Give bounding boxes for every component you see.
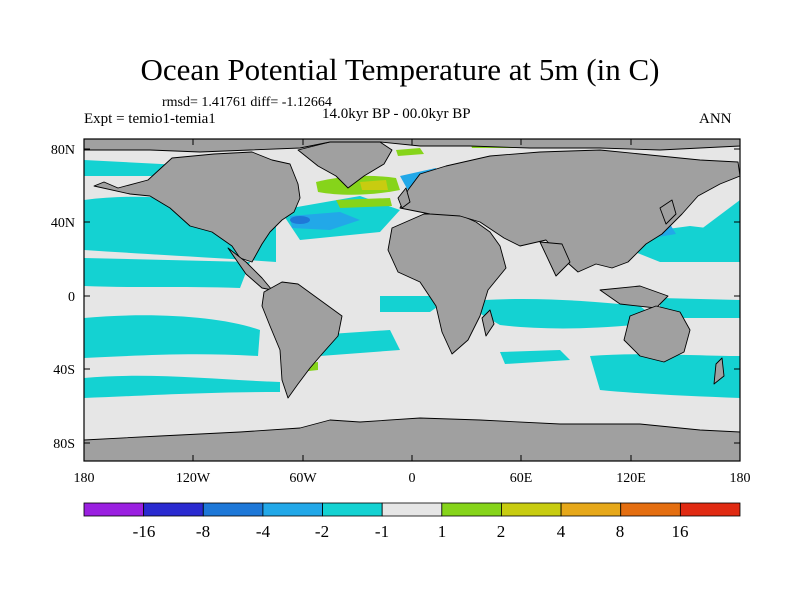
tick-marks [84, 139, 740, 461]
colorbar-label: -16 [133, 522, 156, 541]
southeast-asia-islands [599, 285, 669, 309]
period-label: 14.0kyr BP - 00.0kyr BP [322, 106, 471, 122]
colorbar-label: 16 [672, 522, 689, 541]
lon-tick-label: 120E [616, 471, 646, 486]
colorbar-label: 4 [557, 522, 566, 541]
experiment-label: Expt = temio1-temia1 [84, 111, 216, 127]
colorbar-label: -8 [196, 522, 210, 541]
lat-tick-label: 80S [53, 437, 75, 452]
colorbar-label: 2 [497, 522, 506, 541]
india [539, 241, 571, 277]
colorbar-swatch [381, 502, 443, 517]
uk-isles [397, 187, 411, 209]
north-america [93, 151, 301, 263]
lon-tick-label: 180 [74, 471, 95, 486]
season-label: ANN [699, 111, 732, 127]
colorbar-label: -4 [256, 522, 271, 541]
lat-tick-label: 40N [51, 216, 75, 231]
colorbar-swatch [202, 502, 264, 517]
lon-tick-label: 120W [176, 471, 211, 486]
antarctica [84, 417, 740, 461]
japan [659, 199, 677, 225]
colorbar-swatch [143, 502, 204, 517]
lon-tick-label: 180 [730, 471, 751, 486]
colorbar-label: -2 [315, 522, 329, 541]
colorbar-label: 1 [438, 522, 447, 541]
lat-tick-label: 80N [51, 143, 75, 158]
lon-tick-label: 0 [409, 471, 416, 486]
colorbar-swatch [501, 502, 562, 517]
colorbar-swatch [620, 502, 681, 517]
south-america [261, 281, 343, 399]
arctic-land [84, 139, 740, 153]
plot-title: Ocean Potential Temperature at 5m (in C) [140, 52, 660, 87]
colorbar-label: 8 [616, 522, 625, 541]
colorbar-swatch [560, 502, 622, 517]
lon-tick-label: 60E [510, 471, 533, 486]
madagascar [481, 309, 495, 337]
map-field [84, 139, 740, 461]
colorbar-label: -1 [375, 522, 389, 541]
colorbar-swatch [679, 502, 741, 517]
lon-tick-label: 60W [289, 471, 317, 486]
colorbar [83, 502, 741, 517]
land-masses [84, 139, 740, 461]
lat-tick-label: 0 [68, 290, 75, 305]
lat-tick-label: 40S [53, 363, 75, 378]
colorbar-swatch [441, 502, 502, 517]
stats-label: rmsd= 1.41761 diff= -1.12664 [162, 95, 332, 110]
colorbar-swatch [262, 502, 323, 517]
eurasia [399, 149, 740, 273]
new-zealand [713, 357, 725, 385]
colorbar-swatch [83, 502, 145, 517]
australia [623, 305, 691, 363]
colorbar-swatch [322, 502, 383, 517]
